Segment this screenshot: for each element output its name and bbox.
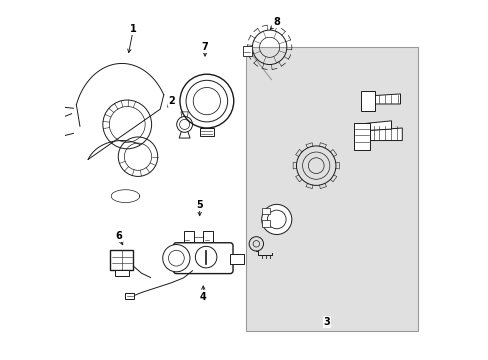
Bar [360, 91, 375, 111]
Bar [242, 45, 251, 56]
Circle shape [168, 250, 184, 266]
Polygon shape [366, 121, 391, 131]
Text: 7: 7 [201, 42, 208, 52]
Circle shape [261, 204, 291, 234]
Text: 8: 8 [273, 17, 280, 27]
Bar [183, 230, 193, 242]
Bar [262, 220, 270, 226]
Bar [125, 293, 134, 299]
Bar [353, 123, 369, 149]
Bar [115, 270, 129, 276]
Text: 3: 3 [323, 317, 330, 327]
Bar [110, 249, 133, 270]
Circle shape [195, 246, 217, 268]
Text: 5: 5 [196, 200, 203, 210]
Bar [230, 254, 244, 264]
Circle shape [163, 244, 190, 272]
Text: 6: 6 [115, 231, 122, 240]
Bar [262, 208, 270, 214]
Text: 2: 2 [168, 96, 175, 106]
Text: 1: 1 [130, 24, 137, 35]
FancyBboxPatch shape [173, 243, 233, 274]
Bar [203, 230, 213, 242]
Bar [246, 47, 418, 330]
Bar [200, 128, 213, 136]
Circle shape [267, 210, 285, 229]
Polygon shape [366, 128, 402, 140]
Polygon shape [371, 94, 400, 104]
Text: 4: 4 [200, 292, 206, 302]
